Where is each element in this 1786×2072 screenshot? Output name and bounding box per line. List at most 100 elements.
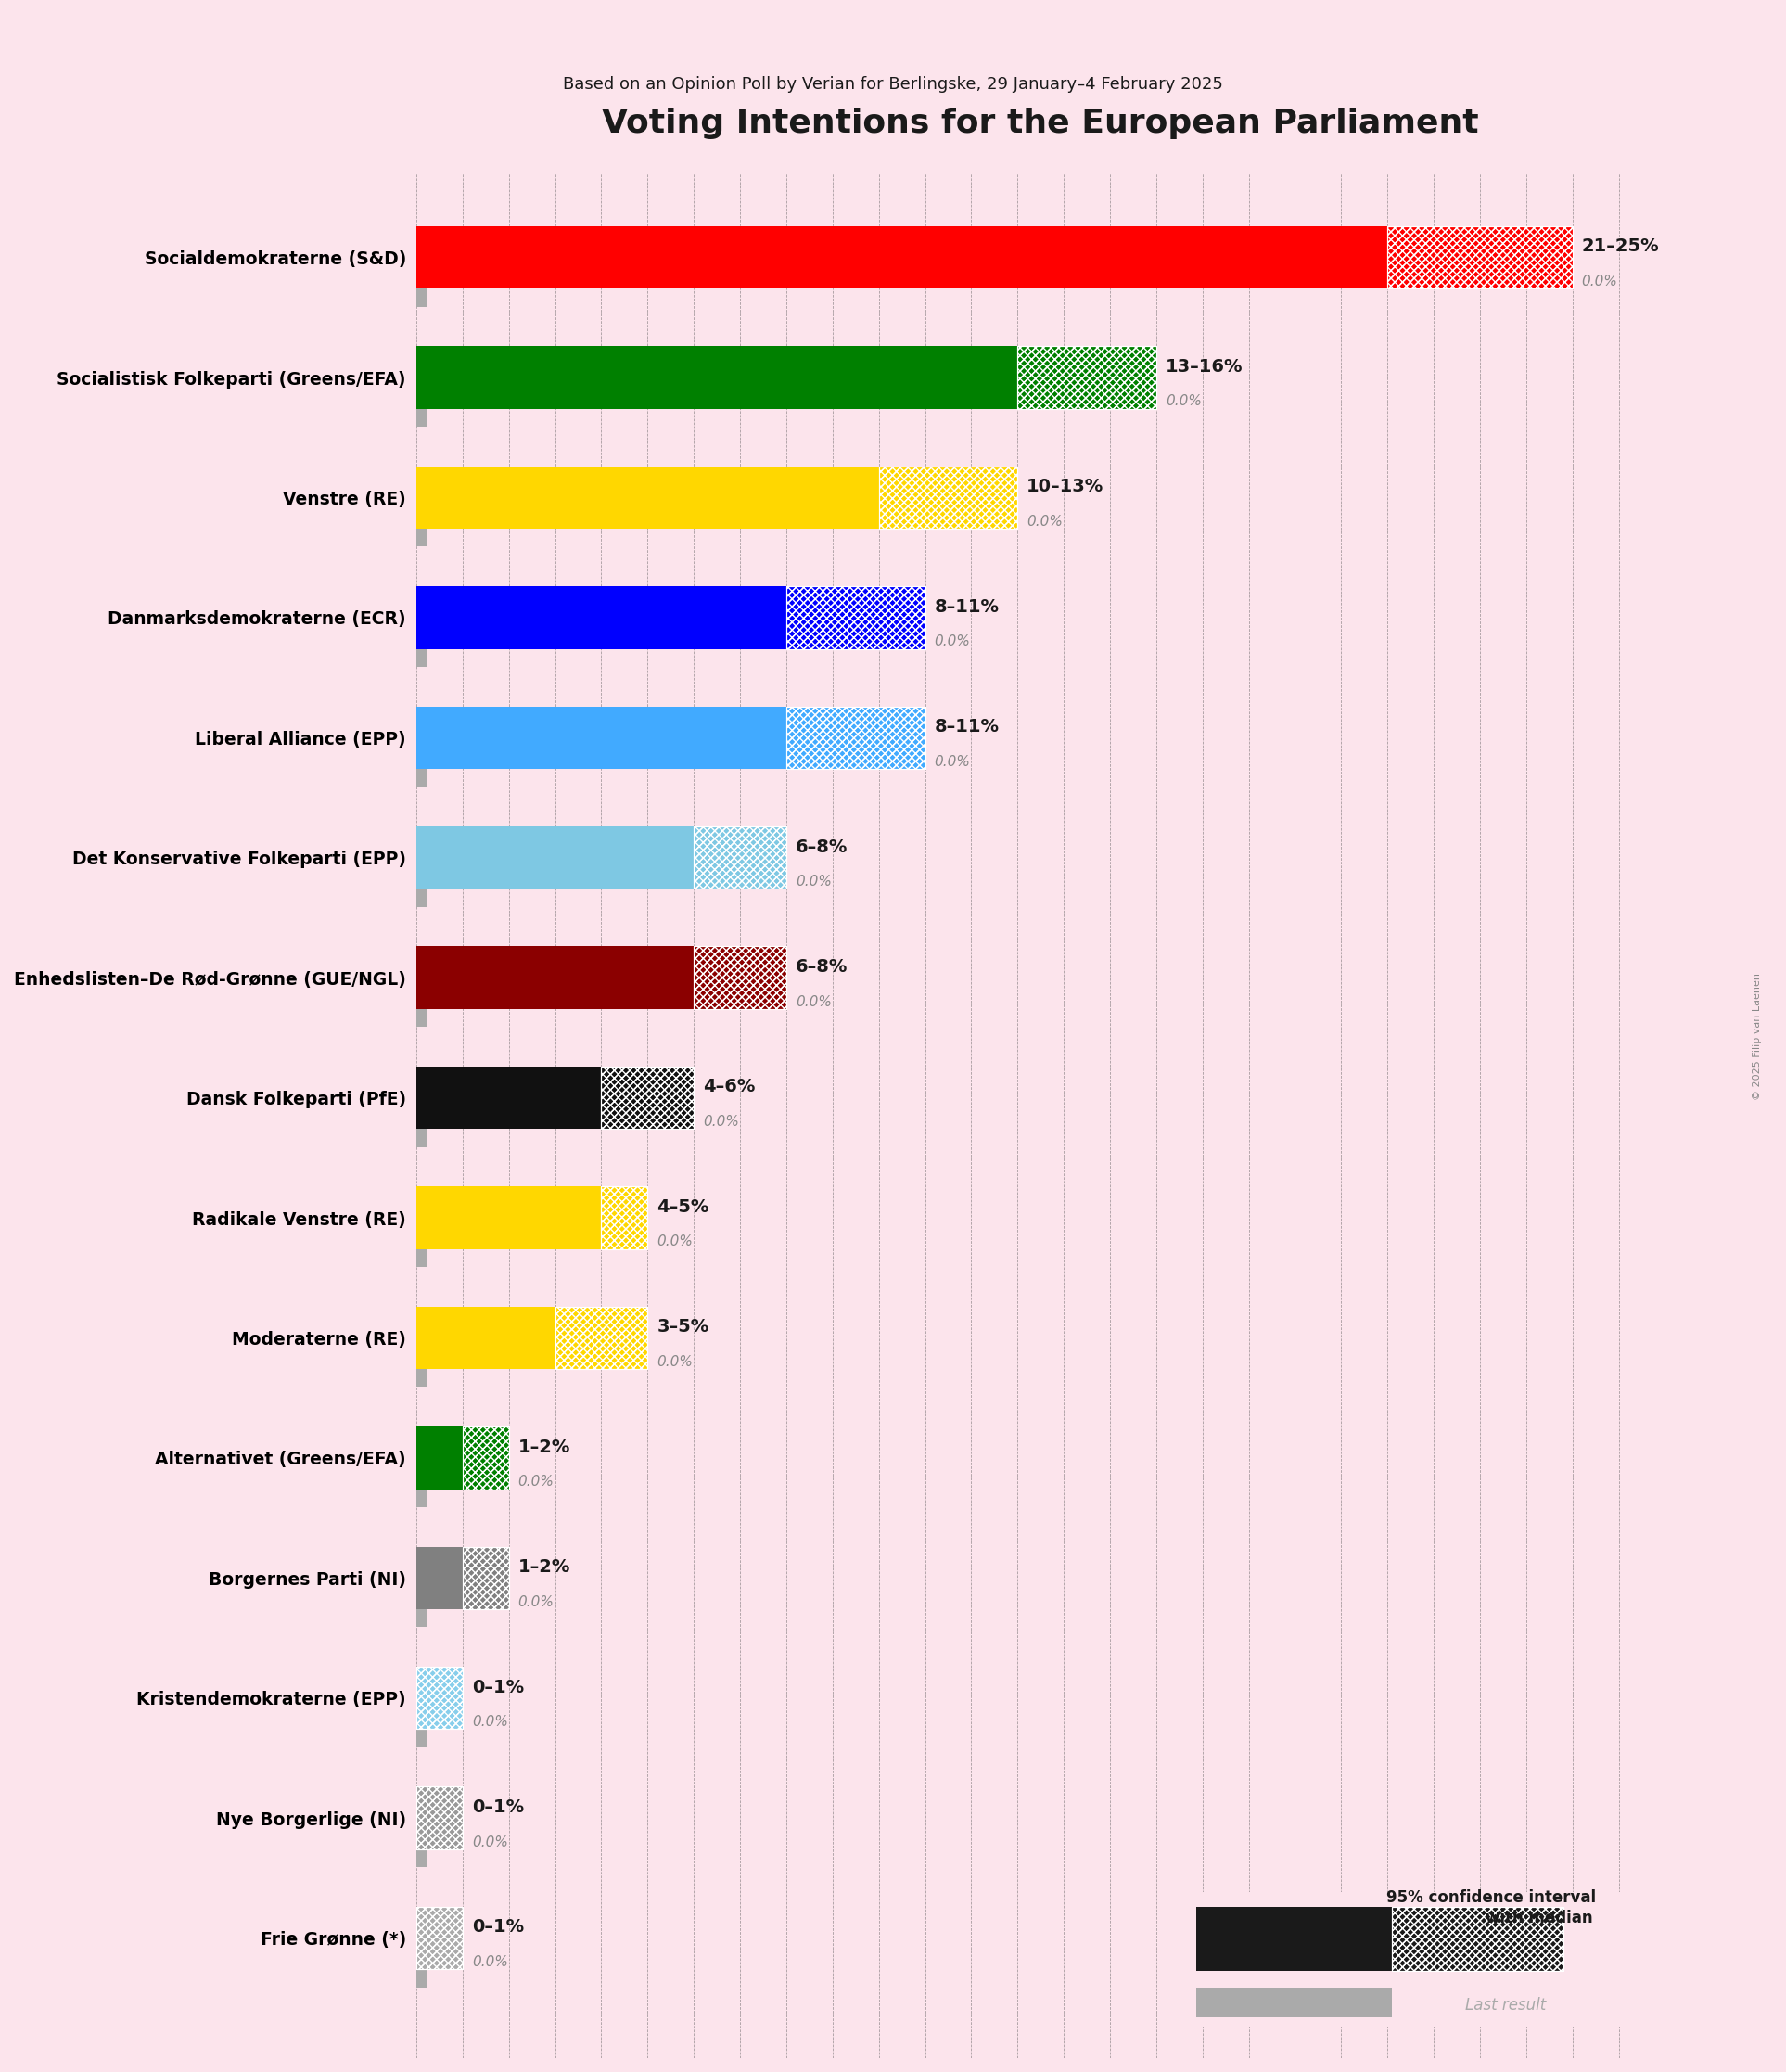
- Text: 0.0%: 0.0%: [1166, 394, 1202, 408]
- Bar: [1018, 346, 1156, 408]
- Bar: [416, 1786, 463, 1848]
- Bar: [463, 1546, 509, 1610]
- Bar: [1197, 1987, 1391, 2016]
- Bar: [555, 1307, 648, 1370]
- Text: 0.0%: 0.0%: [657, 1355, 693, 1370]
- Bar: [879, 466, 1018, 528]
- Text: 0.0%: 0.0%: [472, 1716, 507, 1728]
- Bar: [693, 947, 786, 1009]
- Bar: [1197, 1906, 1391, 1970]
- Bar: [1018, 346, 1156, 408]
- Bar: [1391, 1906, 1563, 1970]
- Bar: [1391, 1906, 1563, 1970]
- Bar: [416, 707, 786, 769]
- Text: 10–13%: 10–13%: [1027, 479, 1104, 495]
- Bar: [1388, 226, 1572, 288]
- Bar: [416, 1005, 429, 1028]
- Bar: [416, 286, 429, 307]
- Bar: [416, 1365, 429, 1386]
- Bar: [416, 1307, 555, 1370]
- Bar: [602, 1187, 648, 1249]
- Bar: [416, 1486, 429, 1506]
- Text: 0.0%: 0.0%: [1027, 514, 1063, 528]
- Text: 1–2%: 1–2%: [518, 1438, 570, 1457]
- Bar: [416, 1726, 429, 1747]
- Bar: [1391, 1906, 1563, 1970]
- Text: 0.0%: 0.0%: [934, 634, 970, 649]
- Text: 0.0%: 0.0%: [518, 1595, 554, 1608]
- Title: Voting Intentions for the European Parliament: Voting Intentions for the European Parli…: [602, 108, 1479, 139]
- Bar: [693, 827, 786, 889]
- Bar: [416, 1846, 429, 1867]
- Bar: [555, 1307, 648, 1370]
- Bar: [416, 1666, 463, 1730]
- Bar: [555, 1307, 648, 1370]
- Bar: [416, 586, 786, 649]
- Text: 4–5%: 4–5%: [657, 1198, 709, 1216]
- Bar: [1388, 226, 1572, 288]
- Text: 8–11%: 8–11%: [934, 719, 998, 736]
- Bar: [693, 827, 786, 889]
- Bar: [416, 1666, 463, 1730]
- Bar: [693, 947, 786, 1009]
- Bar: [416, 346, 1018, 408]
- Text: 0.0%: 0.0%: [657, 1235, 693, 1249]
- Bar: [416, 1906, 463, 1968]
- Text: 4–6%: 4–6%: [704, 1077, 755, 1096]
- Bar: [416, 827, 693, 889]
- Text: 0.0%: 0.0%: [795, 995, 832, 1009]
- Bar: [416, 1906, 463, 1968]
- Text: 8–11%: 8–11%: [934, 599, 998, 615]
- Bar: [786, 586, 925, 649]
- Text: © 2025 Filip van Laenen: © 2025 Filip van Laenen: [1752, 972, 1763, 1100]
- Text: 0–1%: 0–1%: [472, 1919, 523, 1935]
- Bar: [416, 644, 429, 667]
- Bar: [463, 1546, 509, 1610]
- Bar: [1018, 346, 1156, 408]
- Bar: [416, 947, 693, 1009]
- Bar: [463, 1428, 509, 1490]
- Bar: [786, 586, 925, 649]
- Bar: [416, 406, 429, 427]
- Bar: [1388, 226, 1572, 288]
- Bar: [879, 466, 1018, 528]
- Bar: [463, 1428, 509, 1490]
- Text: 6–8%: 6–8%: [795, 957, 848, 976]
- Bar: [416, 524, 429, 547]
- Bar: [786, 707, 925, 769]
- Bar: [416, 1966, 429, 1987]
- Text: 0–1%: 0–1%: [472, 1678, 523, 1697]
- Bar: [416, 1786, 463, 1848]
- Bar: [416, 1428, 463, 1490]
- Text: 1–2%: 1–2%: [518, 1558, 570, 1577]
- Bar: [416, 765, 429, 787]
- Text: 0.0%: 0.0%: [934, 754, 970, 769]
- Bar: [602, 1067, 693, 1129]
- Bar: [463, 1546, 509, 1610]
- Bar: [786, 586, 925, 649]
- Bar: [416, 226, 1388, 288]
- Bar: [416, 1546, 463, 1610]
- Bar: [416, 1245, 429, 1266]
- Text: Based on an Opinion Poll by Verian for Berlingske, 29 January–4 February 2025: Based on an Opinion Poll by Verian for B…: [563, 77, 1223, 93]
- Text: 0.0%: 0.0%: [795, 874, 832, 889]
- Bar: [693, 947, 786, 1009]
- Text: 0.0%: 0.0%: [518, 1475, 554, 1490]
- Text: 13–16%: 13–16%: [1166, 358, 1243, 375]
- Bar: [693, 827, 786, 889]
- Bar: [416, 1125, 429, 1148]
- Bar: [602, 1187, 648, 1249]
- Bar: [463, 1428, 509, 1490]
- Bar: [786, 707, 925, 769]
- Bar: [416, 1606, 429, 1627]
- Text: 0.0%: 0.0%: [472, 1836, 507, 1848]
- Bar: [602, 1187, 648, 1249]
- Bar: [416, 885, 429, 908]
- Bar: [416, 1187, 602, 1249]
- Text: 0.0%: 0.0%: [704, 1115, 739, 1129]
- Text: Last result: Last result: [1465, 1997, 1547, 2014]
- Bar: [416, 466, 879, 528]
- Bar: [602, 1067, 693, 1129]
- Text: with median: with median: [1486, 1910, 1593, 1927]
- Text: 95% confidence interval: 95% confidence interval: [1386, 1890, 1597, 1906]
